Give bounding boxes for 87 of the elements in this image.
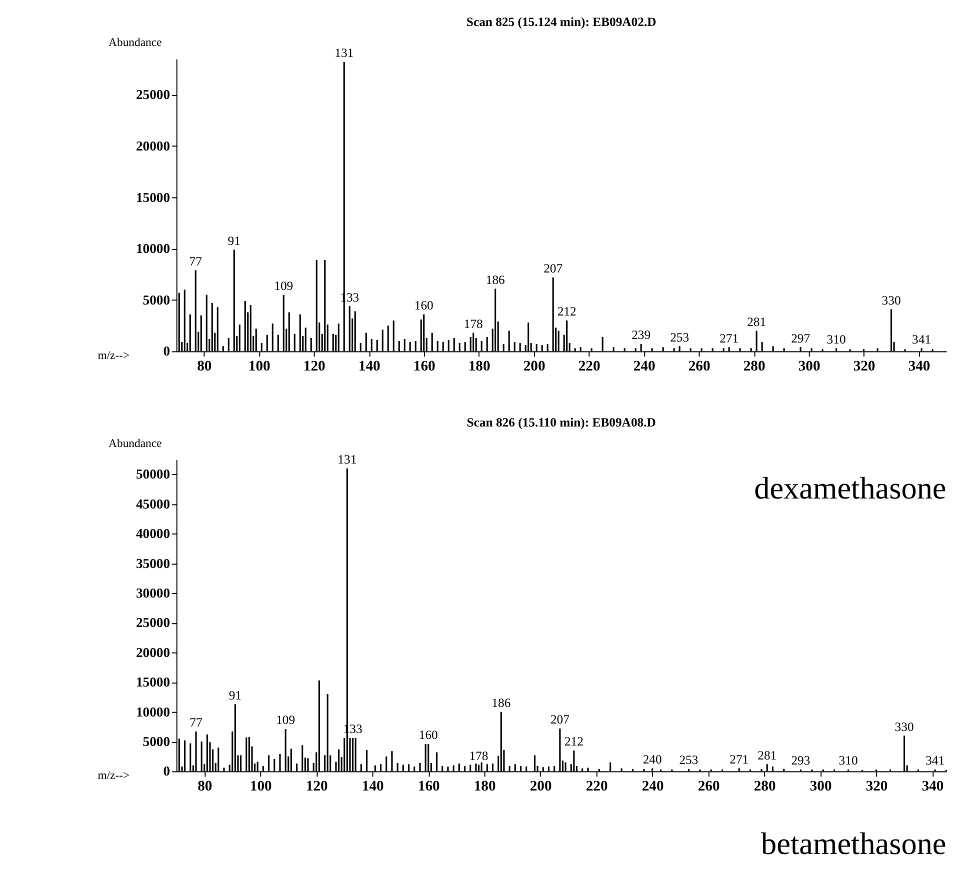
x-tick-label: 180 bbox=[468, 358, 490, 374]
x-tick-label: 300 bbox=[798, 358, 820, 374]
annotation: 186 bbox=[492, 696, 511, 710]
x-tick-label: 100 bbox=[248, 358, 270, 374]
x-tick-label: 280 bbox=[754, 778, 776, 794]
x-tick-label: 100 bbox=[250, 778, 272, 794]
annotation: 178 bbox=[469, 748, 488, 763]
annotation: 253 bbox=[670, 330, 690, 344]
annotation: 131 bbox=[334, 46, 354, 60]
y-tick-label: 5000 bbox=[142, 292, 170, 308]
y-axis-title: Abundance bbox=[108, 436, 162, 450]
x-tick-label: 200 bbox=[530, 778, 552, 794]
x-tick-label: 280 bbox=[743, 358, 766, 374]
annotation: 281 bbox=[747, 314, 766, 329]
x-tick-label: 340 bbox=[908, 358, 930, 374]
annotation: 271 bbox=[730, 752, 749, 766]
y-tick-label: 35000 bbox=[136, 556, 170, 571]
y-tick-label: 0 bbox=[163, 764, 170, 779]
y-tick-label: 0 bbox=[163, 344, 170, 359]
x-tick-label: 220 bbox=[586, 778, 608, 794]
annotation: dexamethasone bbox=[754, 470, 946, 506]
x-tick-label: 140 bbox=[358, 358, 380, 374]
y-tick-label: 50000 bbox=[136, 466, 170, 482]
x-tick-label: 340 bbox=[922, 778, 944, 794]
annotation: 77 bbox=[189, 254, 202, 268]
x-tick-label: 300 bbox=[810, 778, 832, 794]
text: betamethasone bbox=[761, 826, 946, 862]
x-tick-label: 120 bbox=[306, 778, 328, 794]
x-tick-label: 160 bbox=[413, 358, 436, 374]
annotation: 297 bbox=[791, 331, 810, 346]
y-tick-label: 10000 bbox=[136, 704, 170, 720]
annotation: 91 bbox=[228, 688, 242, 702]
x-tick-label: 80 bbox=[198, 778, 212, 794]
annotation: 341 bbox=[926, 754, 945, 768]
annotation: 207 bbox=[550, 712, 570, 727]
chart-title: Scan 825 (15.124 min): EB09A02.D bbox=[466, 14, 656, 29]
x-tick-label: 160 bbox=[418, 778, 440, 794]
annotation: 330 bbox=[894, 720, 914, 734]
annotation: 212 bbox=[564, 734, 584, 749]
x-tick-label: 320 bbox=[853, 358, 876, 374]
chart-title: Scan 826 (15.110 min): EB09A08.D bbox=[466, 415, 656, 430]
annotation: 341 bbox=[912, 332, 932, 346]
y-tick-label: 40000 bbox=[136, 526, 170, 542]
y-axis-title: Abundance bbox=[108, 36, 162, 50]
y-tick-label: 5000 bbox=[142, 734, 170, 749]
annotation: 109 bbox=[274, 278, 294, 293]
y-tick-label: 20000 bbox=[136, 138, 170, 154]
annotation: 271 bbox=[720, 331, 739, 346]
y-tick-label: 10000 bbox=[136, 241, 170, 256]
x-tick-label: 120 bbox=[303, 358, 326, 374]
annotation: 253 bbox=[679, 753, 698, 768]
annotation: 293 bbox=[791, 754, 810, 768]
x-axis-title: m/z--> bbox=[98, 349, 130, 362]
annotation: 186 bbox=[486, 272, 505, 287]
x-tick-label: 320 bbox=[866, 778, 888, 794]
x-tick-label: 200 bbox=[523, 358, 546, 374]
y-tick-label: 30000 bbox=[136, 585, 170, 600]
x-tick-label: 240 bbox=[633, 358, 656, 374]
annotation: 77 bbox=[190, 716, 202, 730]
annotation: 160 bbox=[414, 298, 434, 312]
annotation: 239 bbox=[632, 328, 651, 342]
annotation: 330 bbox=[882, 293, 901, 308]
y-tick-label: 45000 bbox=[136, 496, 170, 512]
annotation: 207 bbox=[544, 262, 563, 276]
x-axis-title: m/z--> bbox=[98, 769, 130, 782]
x-tick-label: 240 bbox=[642, 778, 664, 794]
x-tick-label: 260 bbox=[688, 358, 710, 374]
annotation: 109 bbox=[276, 713, 296, 728]
y-tick-label: 20000 bbox=[136, 644, 170, 660]
annotation: 310 bbox=[826, 332, 846, 346]
x-tick-label: 180 bbox=[474, 778, 496, 794]
annotation: 91 bbox=[228, 234, 240, 248]
y-tick-label: 25000 bbox=[136, 87, 170, 102]
x-tick-label: 140 bbox=[362, 778, 384, 794]
x-tick-label: 80 bbox=[197, 358, 212, 374]
x-tick-label: 220 bbox=[578, 358, 600, 374]
annotation: 160 bbox=[418, 728, 438, 742]
annotation: 240 bbox=[642, 752, 662, 766]
y-tick-label: 15000 bbox=[136, 674, 170, 690]
annotation: 212 bbox=[557, 304, 576, 319]
y-tick-label: 25000 bbox=[136, 615, 170, 630]
annotation: 131 bbox=[338, 452, 357, 466]
x-tick-label: 260 bbox=[698, 778, 720, 794]
annotation: 178 bbox=[464, 316, 483, 331]
y-tick-label: 15000 bbox=[136, 190, 170, 205]
annotation: 281 bbox=[758, 748, 777, 762]
annotation: 310 bbox=[838, 754, 858, 768]
